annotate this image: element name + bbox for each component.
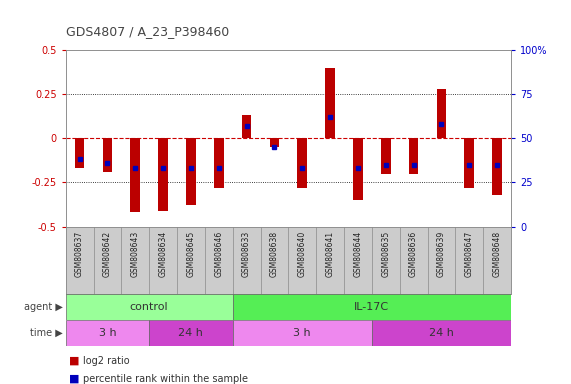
Bar (456, 227, 483, 294)
Text: GSM808640: GSM808640 (297, 230, 307, 277)
Text: GSM808639: GSM808639 (437, 230, 446, 277)
Text: 3 h: 3 h (99, 328, 116, 338)
Text: GSM808641: GSM808641 (325, 230, 335, 277)
Text: control: control (130, 302, 168, 312)
Text: GSM808642: GSM808642 (103, 230, 112, 277)
Text: GSM808634: GSM808634 (159, 230, 168, 277)
Bar (344, 227, 372, 294)
Text: IL-17C: IL-17C (354, 302, 389, 312)
Text: GSM808646: GSM808646 (214, 230, 223, 277)
Text: ■: ■ (69, 374, 79, 384)
Bar (464, 138, 474, 188)
Text: GSM808637: GSM808637 (75, 230, 84, 277)
Bar (297, 138, 307, 188)
Bar (260, 227, 288, 294)
Bar (177, 227, 205, 294)
Text: 3 h: 3 h (293, 328, 311, 338)
Text: GSM808644: GSM808644 (353, 230, 363, 277)
Text: GSM808633: GSM808633 (242, 230, 251, 277)
Bar (75, 138, 85, 168)
Bar (149, 227, 177, 294)
Bar (242, 115, 251, 138)
Text: GSM808635: GSM808635 (381, 230, 391, 277)
Bar (270, 138, 279, 147)
Bar (437, 89, 447, 138)
Text: log2 ratio: log2 ratio (83, 356, 130, 366)
Bar (233, 320, 372, 346)
Bar (381, 138, 391, 174)
Bar (214, 138, 224, 188)
Bar (492, 138, 502, 195)
Text: GSM808648: GSM808648 (493, 230, 502, 277)
Bar (400, 227, 428, 294)
Bar (483, 227, 511, 294)
Text: GSM808645: GSM808645 (186, 230, 195, 277)
Bar (103, 138, 112, 172)
Bar (66, 227, 94, 294)
Bar (205, 227, 233, 294)
Bar (158, 138, 168, 211)
Text: 24 h: 24 h (179, 328, 203, 338)
Bar (372, 320, 511, 346)
Text: GSM808638: GSM808638 (270, 230, 279, 277)
Text: GSM808636: GSM808636 (409, 230, 418, 277)
Bar (149, 320, 233, 346)
Text: GDS4807 / A_23_P398460: GDS4807 / A_23_P398460 (66, 25, 229, 38)
Bar (233, 294, 511, 320)
Bar (66, 320, 149, 346)
Bar (316, 227, 344, 294)
Bar (325, 68, 335, 138)
Text: GSM808643: GSM808643 (131, 230, 140, 277)
Text: ■: ■ (69, 356, 79, 366)
Bar (372, 227, 400, 294)
Text: GSM808647: GSM808647 (465, 230, 474, 277)
Bar (130, 138, 140, 212)
Bar (186, 138, 196, 205)
Text: agent ▶: agent ▶ (24, 302, 63, 312)
Bar (233, 227, 260, 294)
Bar (288, 227, 316, 294)
Bar (428, 227, 456, 294)
Bar (66, 294, 233, 320)
Bar (94, 227, 122, 294)
Bar (353, 138, 363, 200)
Bar (409, 138, 419, 174)
Text: 24 h: 24 h (429, 328, 454, 338)
Text: percentile rank within the sample: percentile rank within the sample (83, 374, 248, 384)
Text: time ▶: time ▶ (30, 328, 63, 338)
Bar (122, 227, 149, 294)
